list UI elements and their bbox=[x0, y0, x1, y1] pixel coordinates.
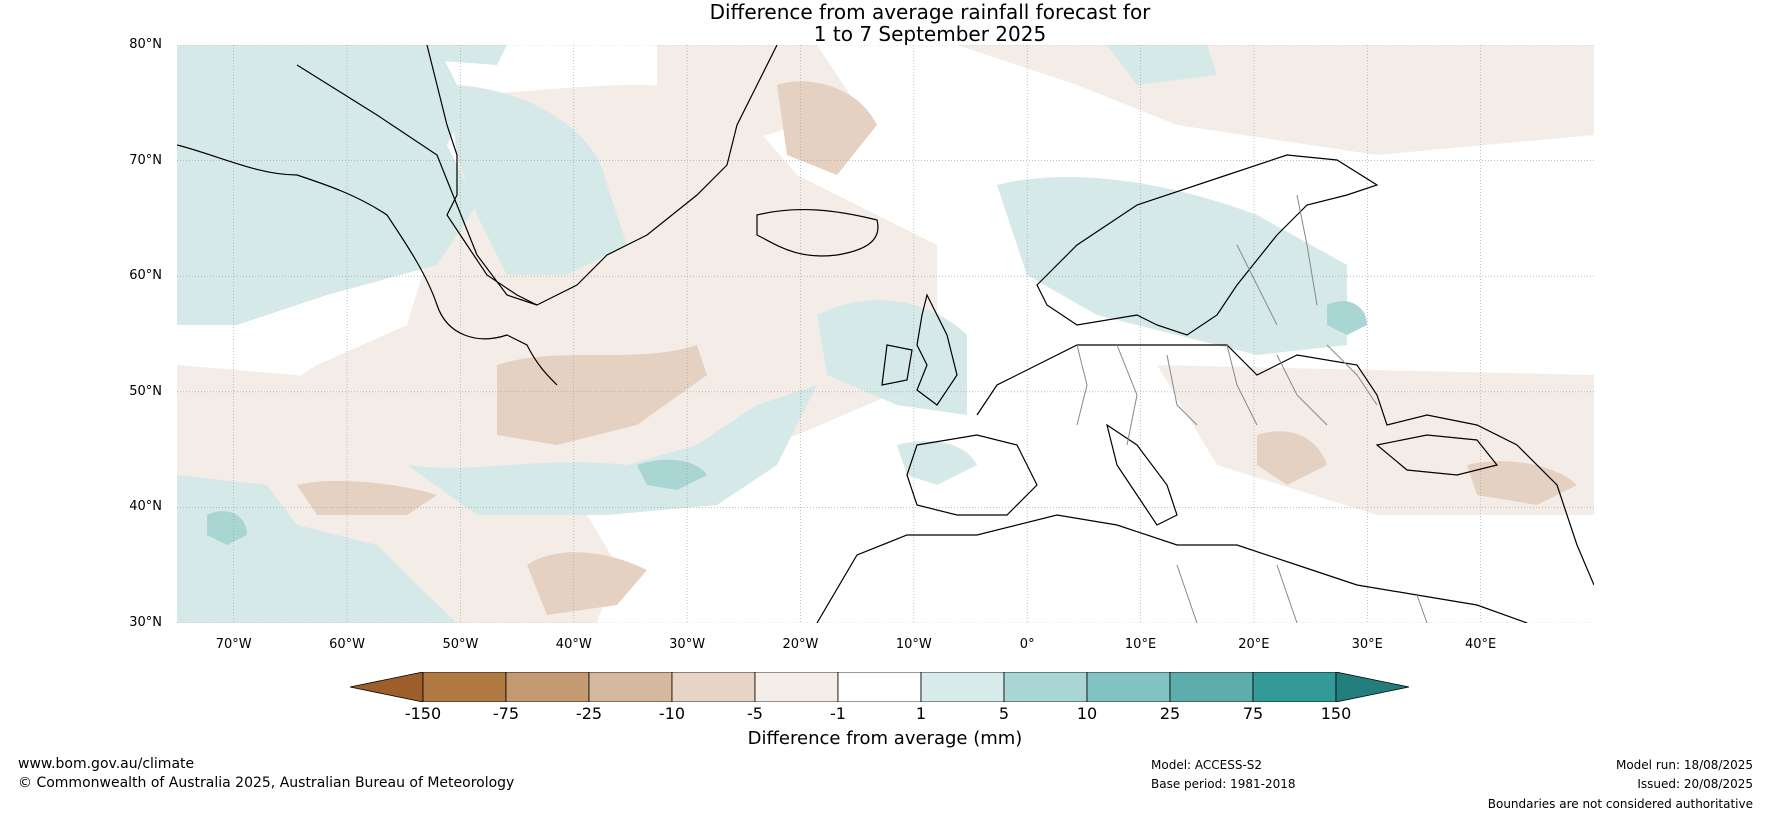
colorbar-tick-label: 10 bbox=[1076, 704, 1098, 723]
colorbar-tick-label: 5 bbox=[998, 704, 1010, 723]
colorbar-tick-label: -5 bbox=[747, 704, 763, 723]
colorbar-segment bbox=[422, 672, 507, 702]
lat-tick-label: 70°N bbox=[129, 152, 162, 168]
dry-mid-region bbox=[527, 552, 647, 615]
colorbar bbox=[350, 672, 1410, 702]
lat-tick-label: 80°N bbox=[129, 37, 162, 52]
wet-light-region bbox=[997, 176, 1347, 355]
colorbar-tick-label: 25 bbox=[1159, 704, 1181, 723]
lat-tick-label: 30°N bbox=[129, 615, 162, 630]
colorbar-extend-low bbox=[350, 672, 424, 702]
africa-coast bbox=[816, 514, 1528, 623]
anomaly-fields bbox=[177, 45, 1594, 623]
wet-light-region bbox=[447, 85, 627, 275]
colorbar-tick-label: -1 bbox=[830, 704, 846, 723]
colorbar-extend-high bbox=[1335, 672, 1410, 702]
wet-light-region bbox=[407, 385, 817, 515]
italy-coast bbox=[1106, 423, 1178, 526]
chart-title-line2: 1 to 7 September 2025 bbox=[813, 22, 1047, 46]
colorbar-tick-label: -25 bbox=[575, 704, 603, 723]
wet-mid-region bbox=[1327, 301, 1367, 335]
colorbar-segment bbox=[505, 672, 590, 702]
lon-tick-label: 20°W bbox=[782, 637, 819, 652]
colorbar-tick-label: 1 bbox=[915, 704, 927, 723]
scandinavia-coast bbox=[1036, 154, 1379, 336]
country-borders bbox=[1076, 194, 1428, 623]
wet-mid-region bbox=[207, 511, 247, 545]
footer-base-period: Base period: 1981-2018 bbox=[1151, 777, 1296, 791]
colorbar-segment bbox=[588, 672, 673, 702]
colorbar-tick-label: -150 bbox=[404, 704, 442, 723]
dry-mid-region bbox=[1467, 461, 1577, 505]
colorbar-tick-label: 150 bbox=[1320, 704, 1352, 723]
lon-tick-label: 60°W bbox=[329, 637, 365, 652]
lon-tick-label: 30°E bbox=[1351, 637, 1383, 652]
colorbar-tick-label: 75 bbox=[1242, 704, 1264, 723]
dry-light-region bbox=[957, 45, 1594, 155]
colorbar-segment bbox=[1086, 672, 1171, 702]
footer-model: Model: ACCESS-S2 bbox=[1151, 758, 1263, 772]
dry-mid-region bbox=[497, 345, 707, 445]
lon-tick-label: 40°W bbox=[555, 637, 592, 652]
lon-tick-label: 10°E bbox=[1124, 637, 1157, 652]
lon-tick-label: 50°W bbox=[442, 637, 479, 652]
dry-mid-region bbox=[777, 81, 877, 175]
colorbar-tick-label: -75 bbox=[492, 704, 520, 723]
map-canvas bbox=[177, 45, 1594, 623]
wet-light-region bbox=[407, 45, 507, 65]
gridlines bbox=[177, 45, 1594, 623]
wet-light-region bbox=[177, 475, 457, 623]
lon-tick-label: 30°W bbox=[669, 637, 706, 652]
colorbar-label: Difference from average (mm) bbox=[747, 728, 1023, 749]
wet-light-region bbox=[897, 441, 977, 485]
chart-title-line1: Difference from average rainfall forecas… bbox=[709, 0, 1151, 24]
colorbar-segment bbox=[1169, 672, 1254, 702]
lat-tick-label: 40°N bbox=[129, 499, 162, 515]
footer-website: www.bom.gov.au/climate bbox=[18, 756, 195, 772]
lon-tick-label: 70°W bbox=[215, 637, 252, 652]
colorbar-segment bbox=[671, 672, 756, 702]
black-sea-coast bbox=[1375, 434, 1499, 476]
colorbar-segment bbox=[920, 672, 1005, 702]
lon-tick-label: 10°W bbox=[895, 637, 932, 652]
dry-mid-region bbox=[297, 480, 437, 515]
footer-model-run: Model run: 18/08/2025 bbox=[1615, 758, 1753, 772]
colorbar-segment bbox=[837, 672, 922, 702]
wet-light-region bbox=[1107, 45, 1217, 85]
lat-tick-label: 50°N bbox=[129, 383, 162, 399]
lon-tick-label: 40°E bbox=[1464, 637, 1497, 652]
colorbar-segment bbox=[1003, 672, 1088, 702]
rainfall-map bbox=[177, 45, 1594, 623]
iberia-coast bbox=[906, 434, 1038, 516]
colorbar-tick-label: -10 bbox=[658, 704, 686, 723]
colorbar-segment bbox=[1252, 672, 1337, 702]
wet-light-region bbox=[817, 300, 967, 415]
british-isles-coast bbox=[881, 293, 958, 406]
lon-tick-label: 0° bbox=[1019, 637, 1035, 652]
greenland-coast bbox=[296, 64, 538, 306]
wet-mid-region bbox=[637, 459, 707, 490]
dry-mid-region bbox=[1257, 431, 1327, 485]
colorbar-segment bbox=[754, 672, 839, 702]
iceland-coast bbox=[756, 208, 879, 257]
europe-coast bbox=[976, 344, 1594, 586]
footer-issued: Issued: 20/08/2025 bbox=[1637, 777, 1753, 791]
footer-copyright: © Commonwealth of Australia 2025, Austra… bbox=[18, 775, 515, 791]
lon-tick-label: 20°E bbox=[1238, 637, 1270, 652]
footer-disclaimer: Boundaries are not considered authoritat… bbox=[1487, 797, 1753, 811]
lat-tick-label: 60°N bbox=[129, 268, 162, 284]
dry-light-region bbox=[237, 85, 937, 495]
